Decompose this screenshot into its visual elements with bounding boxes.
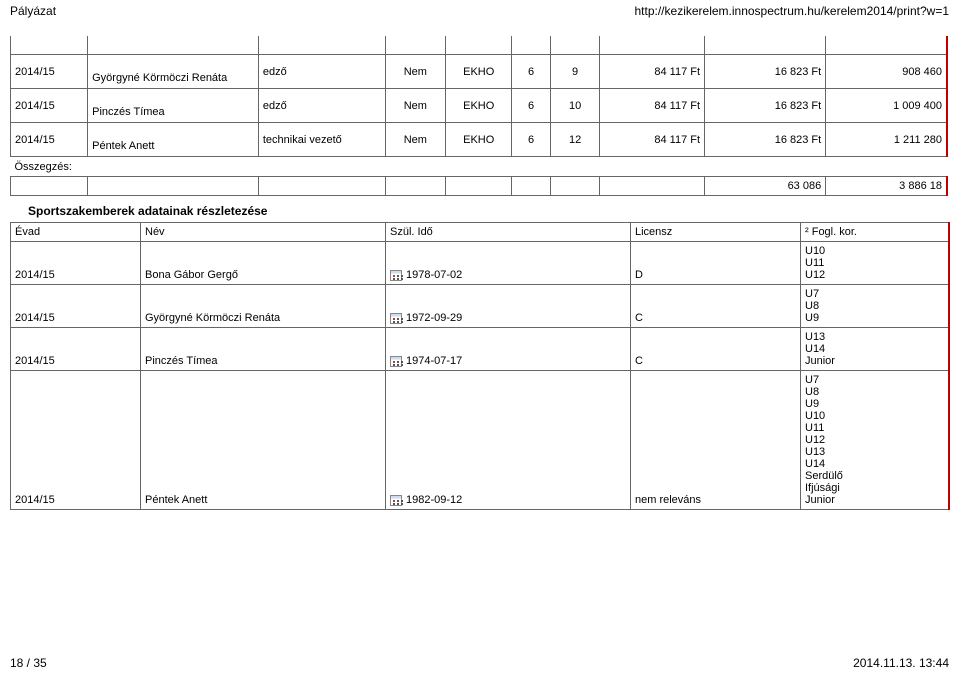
sum-cell (385, 177, 446, 196)
section-title: Sportszakemberek adatainak részletezése (10, 196, 949, 222)
sum-cell (550, 177, 600, 196)
staff-cell: 84 117 Ft (600, 89, 705, 123)
header-right: http://kezikerelem.innospectrum.hu/kerel… (635, 4, 950, 18)
detail-cell: D (631, 242, 801, 285)
sum-cell (258, 177, 385, 196)
staff-cell: Nem (385, 55, 446, 89)
detail-cell: 2014/15 (11, 242, 141, 285)
staff-cell: EKHO (446, 55, 512, 89)
calendar-icon (390, 356, 402, 367)
staff-cell: 6 (512, 123, 551, 157)
detail-cell: Pinczés Tímea (141, 328, 386, 371)
staff-cell: EKHO (446, 123, 512, 157)
page-header: Pályázat http://kezikerelem.innospectrum… (10, 4, 949, 18)
print-timestamp: 2014.11.13. 13:44 (853, 656, 949, 670)
staff-cell: 1 211 280 (826, 123, 947, 157)
detail-header: ² Fogl. kor. (801, 223, 949, 242)
staff-cell: 16 823 Ft (705, 55, 826, 89)
detail-header: Szül. Idő (386, 223, 631, 242)
staff-cell: 6 (512, 55, 551, 89)
staff-cell: 2014/15 (11, 89, 88, 123)
staff-cell: 2014/15 (11, 123, 88, 157)
header-left: Pályázat (10, 4, 56, 18)
detail-header: Név (141, 223, 386, 242)
detail-table: ÉvadNévSzül. IdőLicensz² Fogl. kor. 2014/… (10, 222, 950, 510)
detail-cell: Györgyné Körmöczi Renáta (141, 285, 386, 328)
sum-cell (446, 177, 512, 196)
detail-cell: 2014/15 (11, 328, 141, 371)
sum-cell (88, 177, 259, 196)
detail-cell: U7 U8 U9 U10 U11 U12 U13 U14 Serdülő Ifj… (801, 371, 949, 510)
staff-cell: 16 823 Ft (705, 123, 826, 157)
staff-cell: 16 823 Ft (705, 89, 826, 123)
sum-cell (11, 177, 88, 196)
staff-cell: EKHO (446, 89, 512, 123)
sum-cell (600, 177, 705, 196)
staff-cell: Pinczés Tímea (88, 89, 259, 123)
detail-cell: Péntek Anett (141, 371, 386, 510)
detail-cell: U7 U8 U9 (801, 285, 949, 328)
detail-cell: U10 U11 U12 (801, 242, 949, 285)
staff-cell: 2014/15 (11, 55, 88, 89)
staff-cell: 908 460 (826, 55, 947, 89)
detail-cell: U13 U14 Junior (801, 328, 949, 371)
staff-table: 2014/15Györgyné Körmöczi RenátaedzőNemEK… (10, 36, 948, 196)
detail-cell: 1982-09-12 (386, 371, 631, 510)
staff-cell: 10 (550, 89, 600, 123)
detail-cell: 1978-07-02 (386, 242, 631, 285)
staff-cell: Nem (385, 123, 446, 157)
page-number: 18 / 35 (10, 656, 47, 670)
detail-cell: nem releváns (631, 371, 801, 510)
staff-cell: Györgyné Körmöczi Renáta (88, 55, 259, 89)
staff-cell: 9 (550, 55, 600, 89)
detail-cell: 2014/15 (11, 371, 141, 510)
sum-cell: 3 886 18 (826, 177, 947, 196)
calendar-icon (390, 270, 402, 281)
staff-cell: 12 (550, 123, 600, 157)
staff-cell: 84 117 Ft (600, 55, 705, 89)
staff-cell: Nem (385, 89, 446, 123)
detail-cell: 2014/15 (11, 285, 141, 328)
staff-cell: 6 (512, 89, 551, 123)
detail-header: Licensz (631, 223, 801, 242)
page-footer: 18 / 35 2014.11.13. 13:44 (10, 656, 949, 670)
calendar-icon (390, 495, 402, 506)
detail-cell: Bona Gábor Gergő (141, 242, 386, 285)
staff-cell: Péntek Anett (88, 123, 259, 157)
sum-cell: 63 086 (705, 177, 826, 196)
sum-label: Összegzés: (11, 157, 948, 177)
calendar-icon (390, 313, 402, 324)
detail-cell: 1972-09-29 (386, 285, 631, 328)
detail-cell: 1974-07-17 (386, 328, 631, 371)
staff-cell: 84 117 Ft (600, 123, 705, 157)
detail-cell: C (631, 285, 801, 328)
staff-cell: edző (258, 55, 385, 89)
detail-header: Évad (11, 223, 141, 242)
staff-cell: technikai vezető (258, 123, 385, 157)
detail-cell: C (631, 328, 801, 371)
staff-cell: edző (258, 89, 385, 123)
staff-cell: 1 009 400 (826, 89, 947, 123)
sum-cell (512, 177, 551, 196)
